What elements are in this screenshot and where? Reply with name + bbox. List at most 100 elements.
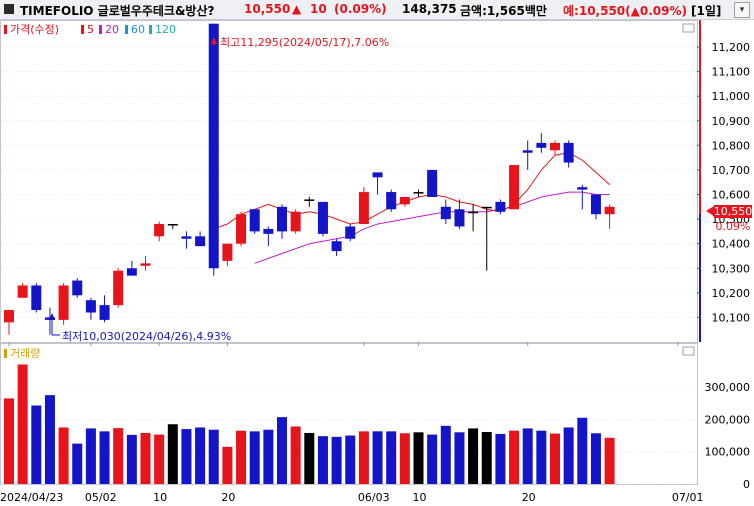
x-tick-label: 20 [522, 491, 536, 504]
volume-bar [577, 417, 588, 484]
price-tick-label: 10,600 [712, 189, 751, 202]
volume-bar [181, 429, 192, 484]
volume-bar [427, 434, 438, 484]
candle-body [85, 300, 96, 313]
change-value: 10 [310, 2, 327, 16]
chart-area: 11,200 11,100 11,000 10,900 10,800 10,700 10,6… [0, 20, 752, 504]
volume-bar [195, 427, 206, 484]
ma20-line [254, 191, 610, 264]
volume-bar [345, 435, 356, 484]
x-tick-label: 10 [153, 491, 167, 504]
prev-value: 예:10,550(▲0.09%) [563, 4, 687, 18]
current-price-label: 10,550 [714, 205, 753, 218]
volume-bar [399, 433, 410, 484]
volume-bar [99, 431, 110, 484]
volume-bar [440, 425, 451, 484]
low-annotation: 최저10,030(2024/04/26),4.93% [49, 313, 231, 343]
menu-icon[interactable] [4, 4, 14, 14]
volume-bar [550, 433, 560, 484]
current-pct-label: 0.09% [716, 220, 751, 233]
volume-bar [17, 364, 28, 484]
volume-bar [126, 434, 137, 484]
candle-body [317, 201, 328, 234]
price-panel-frame [0, 20, 698, 343]
candle-body [58, 285, 69, 320]
candle-body [72, 280, 83, 296]
volume-bar [331, 436, 342, 484]
volume-panel-button[interactable] [682, 346, 695, 356]
legend-ma5: 5 [87, 23, 94, 36]
candle-body [468, 211, 479, 214]
legend-price: 가격(수정) [10, 23, 59, 36]
candle-body [522, 150, 533, 153]
candle-body [208, 23, 219, 269]
candle-body [454, 209, 465, 227]
change-arrow-icon: ▲ [292, 2, 302, 16]
volume-bar [372, 431, 383, 484]
volume-bar [277, 417, 287, 484]
candle-body [154, 224, 165, 237]
volume-tick-label: 0 [743, 478, 750, 491]
volume-bar [113, 428, 124, 484]
volume-bar [495, 433, 506, 484]
x-tick-label: 07/01 [672, 491, 704, 504]
change-percent: (0.09%) [334, 2, 387, 16]
candle-body [427, 169, 438, 197]
candle-body [413, 192, 424, 194]
volume-bar [304, 432, 315, 484]
x-tick-label: 10 [413, 491, 427, 504]
candle-body [536, 142, 547, 148]
window-menu-icon[interactable]: ▾ [734, 2, 750, 18]
candle-body [277, 206, 287, 232]
x-tick-label: 06/03 [358, 491, 390, 504]
candle-body [399, 196, 410, 205]
legend-ma120: 120 [155, 23, 176, 36]
candle-body [113, 270, 124, 306]
volume-bar [468, 428, 479, 484]
candle-body [590, 194, 601, 215]
candle-body [126, 268, 137, 276]
price-tick-label: 10,900 [712, 115, 751, 128]
volume-bar [386, 431, 397, 484]
high-arrow-icon [211, 37, 217, 44]
volume-bar [358, 431, 369, 484]
legend-ma20: 20 [105, 23, 119, 36]
volume-value: 148,375 [402, 2, 457, 16]
price-legend: 가격(수정) 5 20 60 120 [4, 23, 176, 36]
price-panel-button[interactable] [682, 23, 695, 33]
price-tick-label: 11,100 [712, 66, 751, 79]
volume-tick-label: 300,000 [705, 381, 751, 394]
low-arrow-icon [49, 313, 55, 320]
price-tick-label: 10,400 [712, 238, 751, 251]
current-price-marker: 10,550 0.09% [706, 205, 752, 233]
candle-body [495, 201, 506, 212]
legend-ma5-marker [81, 25, 84, 34]
volume-bar [236, 430, 247, 484]
period-label[interactable]: [1일] [691, 4, 722, 18]
volume-bar [31, 405, 42, 484]
volume-bar [263, 429, 274, 484]
high-annotation: 최고11,295(2024/05/17),7.06% [211, 36, 389, 49]
candle-body [563, 142, 574, 163]
x-tick-label: 20 [221, 491, 235, 504]
volume-bar [317, 436, 328, 484]
volume-bar [481, 431, 492, 484]
candle-body [4, 310, 14, 323]
candle-body [167, 224, 178, 226]
candle-body [304, 199, 315, 201]
candle-body [550, 142, 560, 151]
candle-body [358, 192, 369, 225]
candle-body [17, 285, 28, 298]
volume-bar [72, 443, 83, 484]
candle-body [604, 206, 615, 215]
legend-marker [4, 25, 7, 34]
candle-body [331, 241, 342, 252]
volume-bar [536, 430, 547, 484]
candle-body [236, 214, 247, 244]
volume-bar [604, 437, 615, 484]
volume-bar [140, 432, 151, 484]
volume-bar [222, 446, 233, 484]
volume-bar [208, 429, 219, 484]
volume-legend-marker [4, 349, 7, 358]
price-tick-label: 10,100 [712, 311, 751, 324]
